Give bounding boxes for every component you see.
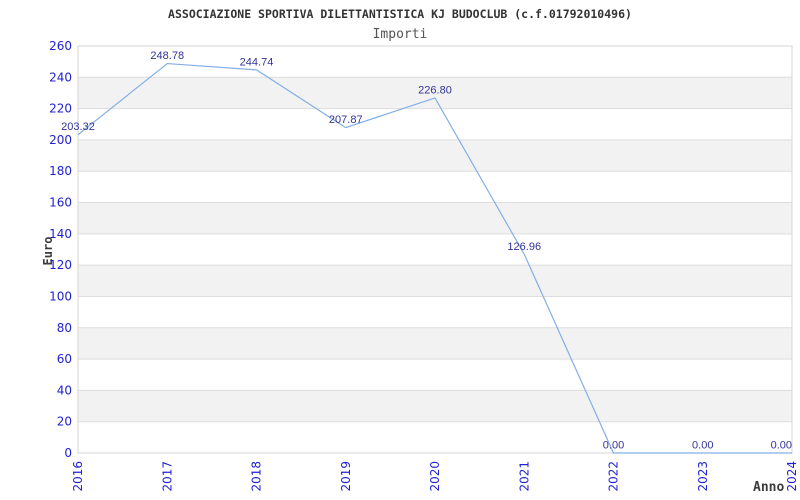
plot-band <box>78 390 792 422</box>
chart-title: ASSOCIAZIONE SPORTIVA DILETTANTISTICA KJ… <box>168 7 632 21</box>
point-label: 0.00 <box>692 440 713 452</box>
x-tick-label: 2021 <box>517 461 531 492</box>
point-label: 0.00 <box>603 440 624 452</box>
plot-band <box>78 202 792 234</box>
y-tick-label: 160 <box>49 196 72 210</box>
plot-band <box>78 77 792 109</box>
x-tick-label: 2024 <box>785 461 799 492</box>
plot-border <box>77 45 793 454</box>
x-tick-label: 2023 <box>696 461 710 492</box>
series-line <box>77 62 792 454</box>
x-tick-label: 2022 <box>607 461 621 492</box>
x-tick-label: 2020 <box>428 461 442 492</box>
plot-band <box>78 265 792 297</box>
y-tick-label: 80 <box>57 321 72 335</box>
y-tick-label: 0 <box>64 446 72 460</box>
point-label: 203.32 <box>61 121 95 133</box>
y-tick-label: 260 <box>49 39 72 53</box>
point-label: 126.96 <box>507 241 541 253</box>
plot-band <box>78 139 792 172</box>
point-label: 0.00 <box>771 440 792 452</box>
y-tick-label: 20 <box>57 415 72 429</box>
point-label: 207.87 <box>329 114 363 126</box>
point-label: 226.80 <box>418 84 452 96</box>
y-tick-label: 60 <box>57 352 72 366</box>
y-tick-label: 100 <box>49 289 72 303</box>
point-label: 248.78 <box>150 50 184 62</box>
x-tick-label: 2019 <box>339 461 353 492</box>
y-tick-label: 140 <box>49 227 72 241</box>
chart-subtitle: Importi <box>372 27 428 42</box>
y-tick-label: 180 <box>49 164 72 178</box>
point-label: 244.74 <box>240 56 274 68</box>
x-axis-label: Anno <box>753 480 785 495</box>
plot-band <box>78 327 792 360</box>
y-tick-label: 40 <box>57 383 72 397</box>
x-tick-label: 2017 <box>160 461 174 492</box>
y-tick-label: 220 <box>49 102 72 116</box>
x-tick-label: 2016 <box>71 461 85 492</box>
y-tick-label: 240 <box>49 70 72 84</box>
x-tick-label: 2018 <box>250 461 264 492</box>
y-tick-label: 200 <box>49 133 72 147</box>
y-tick-label: 120 <box>49 258 72 272</box>
